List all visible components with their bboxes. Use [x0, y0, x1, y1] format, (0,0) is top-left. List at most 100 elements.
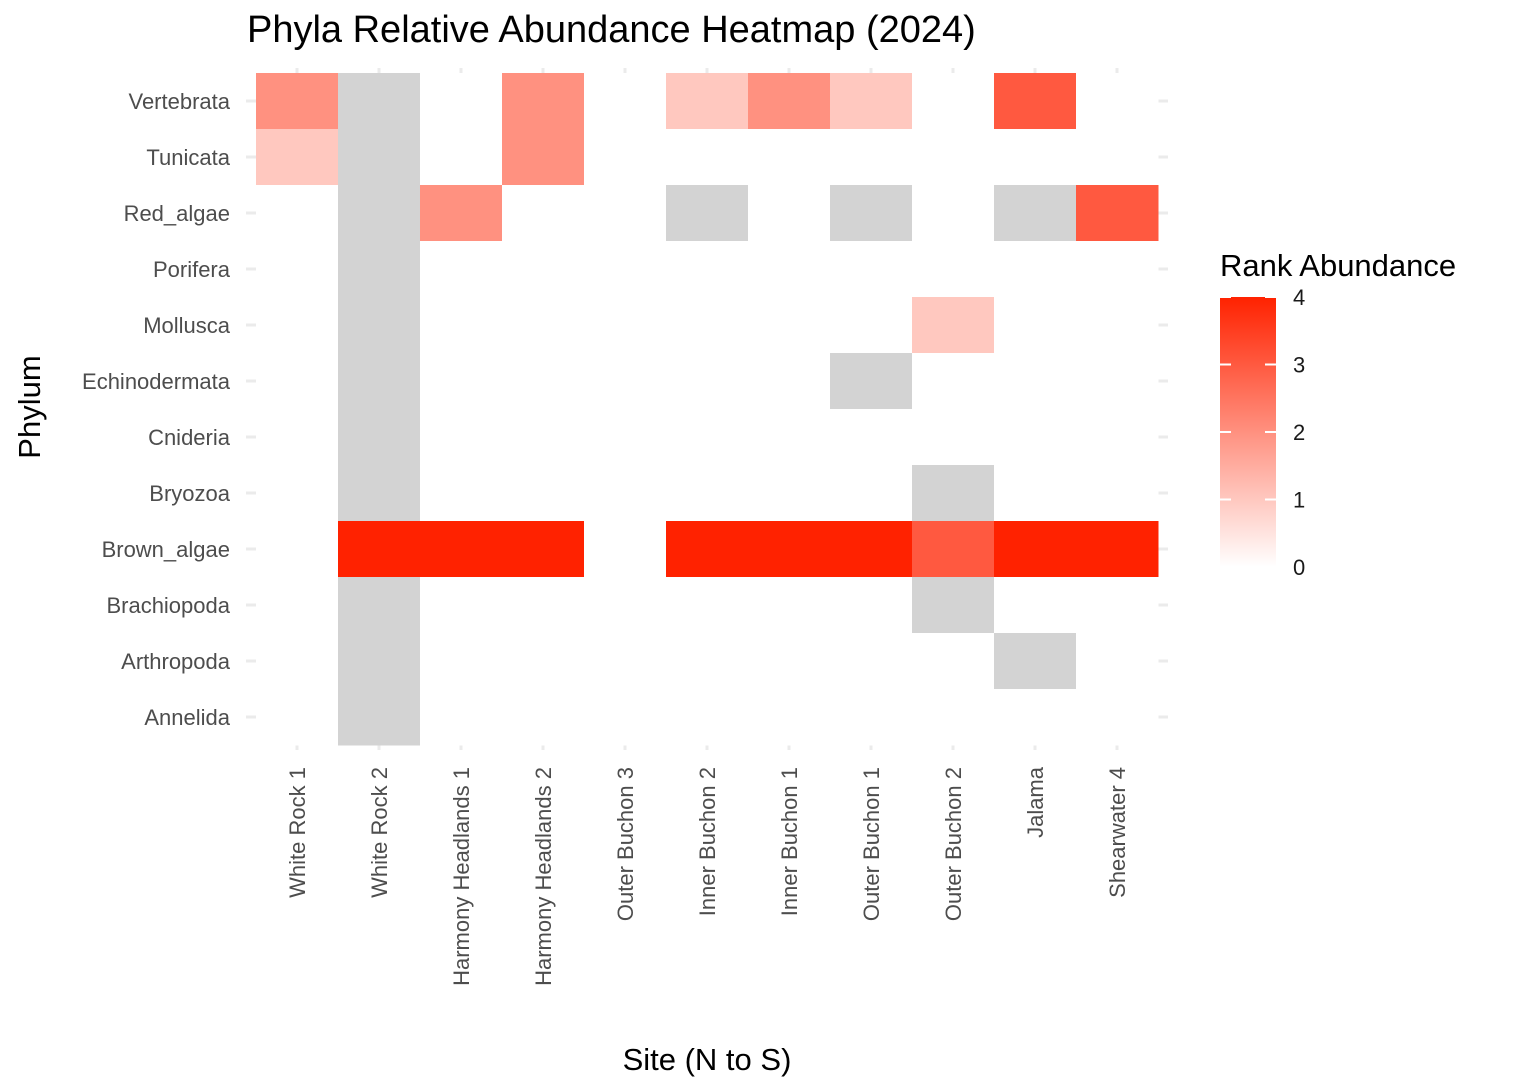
heatmap-cell — [748, 409, 831, 466]
heatmap-cell — [830, 521, 913, 578]
heatmap-cell — [666, 465, 749, 522]
heatmap-cell — [338, 409, 421, 466]
heatmap-cell — [256, 689, 339, 746]
heatmap-cell — [830, 297, 913, 354]
heatmap-cell — [420, 297, 503, 354]
heatmap-cell — [338, 689, 421, 746]
heatmap-cell — [994, 465, 1077, 522]
legend-tick-label: 3 — [1293, 353, 1305, 378]
x-axis-title: Site (N to S) — [623, 1042, 792, 1077]
heatmap-cell — [912, 297, 995, 354]
x-tick-label: Outer Buchon 2 — [941, 767, 966, 921]
heatmap-cell — [748, 73, 831, 130]
heatmap-cell — [502, 185, 585, 242]
heatmap-cell — [748, 633, 831, 690]
heatmap-cell — [994, 73, 1077, 130]
heatmap-cell — [256, 73, 339, 130]
heatmap-cell — [748, 689, 831, 746]
y-tick-label: Mollusca — [143, 313, 231, 338]
heatmap-cell — [502, 689, 585, 746]
y-tick-label: Bryozoa — [149, 481, 230, 506]
legend-tick-label: 2 — [1293, 420, 1305, 445]
heatmap-cell — [420, 409, 503, 466]
heatmap-cell — [1076, 73, 1159, 130]
heatmap-cell — [420, 577, 503, 634]
heatmap-cell — [912, 465, 995, 522]
heatmap-cell — [830, 185, 913, 242]
heatmap-cell — [912, 73, 995, 130]
heatmap-cell — [666, 129, 749, 186]
heatmap-cell — [912, 577, 995, 634]
x-tick-label: Outer Buchon 3 — [613, 767, 638, 921]
heatmap-cell — [256, 577, 339, 634]
heatmap-cell — [830, 409, 913, 466]
x-tick-label: White Rock 2 — [367, 767, 392, 898]
heatmap-cell — [748, 297, 831, 354]
x-axis-tick-labels: White Rock 1 White Rock 2 Harmony Headland… — [285, 766, 1130, 986]
x-tick-label: Outer Buchon 1 — [859, 767, 884, 921]
heatmap-cell — [338, 353, 421, 410]
heatmap-cell — [338, 465, 421, 522]
heatmap-cell — [994, 297, 1077, 354]
heatmap-cell — [748, 521, 831, 578]
heatmap-cell — [994, 353, 1077, 410]
heatmap-cell — [1076, 633, 1159, 690]
heatmap-cell — [502, 465, 585, 522]
y-tick-label: Porifera — [153, 257, 231, 282]
heatmap-cell — [994, 241, 1077, 298]
heatmap-cell — [338, 297, 421, 354]
heatmap-cell — [666, 297, 749, 354]
x-tick-label: Inner Buchon 2 — [695, 767, 720, 916]
heatmap-cell — [912, 185, 995, 242]
heatmap-cells — [256, 73, 1159, 746]
heatmap-cell — [256, 633, 339, 690]
heatmap-cell — [666, 409, 749, 466]
legend-ticks: 0 1 2 3 4 — [1220, 285, 1305, 580]
heatmap-cell — [420, 353, 503, 410]
heatmap-cell — [1076, 409, 1159, 466]
heatmap-cell — [420, 689, 503, 746]
y-tick-label: Annelida — [144, 705, 230, 730]
heatmap-cell — [748, 577, 831, 634]
heatmap-cell — [338, 73, 421, 130]
y-tick-label: Vertebrata — [128, 89, 230, 114]
heatmap-cell — [666, 73, 749, 130]
heatmap-cell — [912, 129, 995, 186]
y-tick-label: Red_algae — [124, 201, 230, 226]
heatmap-cell — [256, 465, 339, 522]
heatmap-cell — [666, 521, 749, 578]
heatmap-cell — [830, 633, 913, 690]
heatmap-cell — [748, 353, 831, 410]
heatmap-cell — [994, 633, 1077, 690]
heatmap-cell — [256, 241, 339, 298]
heatmap-cell — [994, 689, 1077, 746]
heatmap-cell — [666, 689, 749, 746]
heatmap-cell — [420, 633, 503, 690]
heatmap-cell — [420, 465, 503, 522]
heatmap-cell — [994, 409, 1077, 466]
heatmap-cell — [584, 521, 667, 578]
heatmap-cell — [584, 73, 667, 130]
heatmap-cell — [338, 633, 421, 690]
heatmap-cell — [912, 633, 995, 690]
heatmap-cell — [584, 241, 667, 298]
heatmap-cell — [748, 185, 831, 242]
heatmap-cell — [420, 73, 503, 130]
heatmap-cell — [584, 465, 667, 522]
heatmap-cell — [666, 185, 749, 242]
heatmap-cell — [748, 129, 831, 186]
heatmap-cell — [502, 297, 585, 354]
legend-tick-label: 0 — [1293, 555, 1305, 580]
legend: Rank Abundance 0 1 2 3 4 — [1220, 248, 1456, 580]
heatmap-cell — [584, 689, 667, 746]
y-tick-label: Brown_algae — [102, 537, 230, 562]
heatmap-cell — [420, 521, 503, 578]
heatmap-cell — [584, 129, 667, 186]
heatmap-cell — [830, 129, 913, 186]
heatmap-cell — [912, 521, 995, 578]
heatmap-cell — [912, 353, 995, 410]
legend-title: Rank Abundance — [1220, 248, 1456, 283]
heatmap-cell — [502, 577, 585, 634]
heatmap-cell — [584, 297, 667, 354]
